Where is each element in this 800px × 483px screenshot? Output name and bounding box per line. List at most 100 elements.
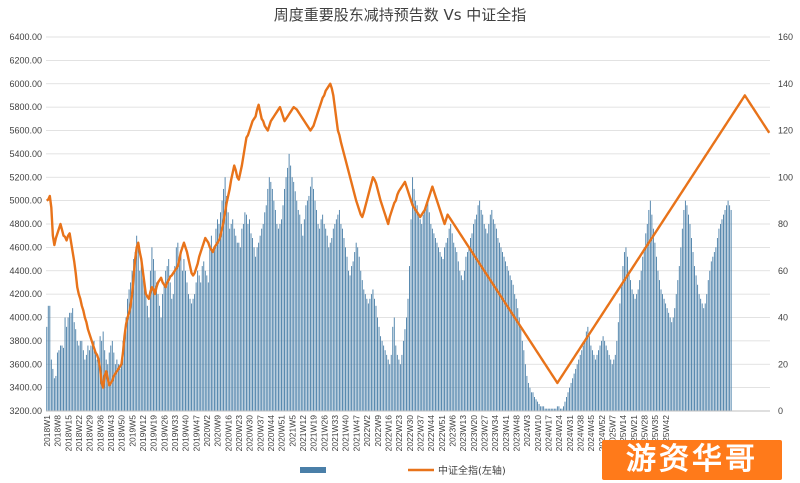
bar	[354, 252, 356, 411]
x-tick-label: 2024W45	[586, 415, 596, 452]
bar	[200, 282, 202, 411]
bar	[224, 177, 226, 411]
bar	[495, 228, 497, 411]
bar	[570, 382, 572, 411]
bar	[466, 252, 468, 411]
bar	[305, 205, 307, 411]
bar	[81, 340, 83, 412]
x-tick-label: 2024W31	[565, 415, 575, 452]
x-tick-label: 2023W48	[512, 415, 522, 452]
bar	[290, 165, 292, 411]
bar	[360, 270, 362, 411]
bar	[287, 167, 289, 411]
bar	[453, 242, 455, 411]
bar	[252, 238, 253, 411]
bar	[218, 224, 220, 411]
bar	[701, 303, 703, 411]
y-left-tick-label: 6000.00	[9, 79, 42, 89]
bar	[407, 298, 409, 411]
x-tick-label: 2018W22	[74, 415, 84, 452]
bar	[634, 298, 636, 411]
bar	[572, 378, 574, 411]
bar	[666, 308, 668, 411]
bar	[380, 336, 382, 411]
bar	[549, 408, 551, 411]
bar	[90, 345, 92, 411]
bar	[369, 298, 371, 411]
bar	[697, 284, 699, 411]
bar	[497, 238, 499, 411]
chart-title: 周度重要股东减持预告数 Vs 中证全指	[274, 6, 527, 24]
x-tick-label: 2025W21	[629, 415, 639, 452]
bar	[535, 399, 537, 411]
x-tick-label: 2020W37	[255, 415, 265, 452]
bar	[596, 354, 598, 411]
bar	[665, 303, 667, 411]
bar	[511, 280, 513, 411]
bar	[316, 209, 317, 411]
y-left-tick-label: 6400.00	[9, 32, 42, 42]
x-tick-label: 2018W15	[63, 415, 73, 452]
bar	[398, 359, 400, 411]
bar	[694, 266, 695, 411]
x-tick-label: 2018W36	[95, 415, 105, 452]
bar	[424, 209, 426, 411]
bar	[514, 294, 516, 412]
y-left-tick-label: 5400.00	[9, 149, 42, 159]
bar	[499, 242, 500, 411]
bar	[357, 247, 359, 412]
bar	[532, 392, 534, 411]
bar	[404, 329, 406, 411]
bar	[151, 247, 153, 412]
bar	[489, 214, 491, 411]
bar	[370, 294, 372, 412]
bar	[573, 373, 575, 411]
bar	[649, 200, 651, 412]
bar	[703, 308, 705, 411]
bar	[262, 224, 264, 411]
bar	[491, 209, 493, 411]
bar	[698, 294, 700, 412]
bar	[227, 212, 229, 411]
bar	[332, 228, 334, 411]
bar	[60, 345, 61, 411]
x-tick-label: 2019W5	[127, 415, 137, 447]
bar	[79, 340, 81, 412]
bar	[492, 219, 494, 411]
bar	[191, 303, 193, 411]
bar	[643, 247, 645, 412]
bar	[584, 340, 586, 412]
bar	[217, 219, 218, 411]
bar	[474, 219, 476, 411]
bar	[447, 238, 449, 411]
bar	[329, 242, 331, 411]
bar	[477, 205, 479, 411]
line-path	[46, 82, 771, 389]
bar	[244, 212, 246, 411]
bar	[69, 312, 71, 411]
bar	[678, 266, 680, 411]
bar	[374, 298, 375, 411]
x-tick-label: 2018W50	[117, 415, 127, 452]
x-tick-label: 2022W23	[394, 415, 404, 452]
x-tick-label: 2025W14	[618, 415, 628, 452]
bar	[517, 308, 519, 411]
legend: 中证全指(左轴)	[300, 464, 506, 477]
bar	[683, 209, 685, 411]
bar	[279, 224, 281, 411]
bar	[534, 396, 535, 412]
bar	[331, 238, 333, 411]
bar	[67, 317, 69, 411]
bar	[462, 280, 464, 411]
bar	[485, 228, 487, 411]
bar	[335, 219, 337, 411]
bar	[515, 298, 517, 411]
bar	[204, 270, 206, 411]
bar	[537, 401, 539, 411]
bar	[56, 352, 58, 411]
bar	[309, 186, 311, 411]
bar	[527, 382, 529, 411]
bar	[712, 256, 714, 412]
bar	[642, 256, 644, 412]
bar	[66, 326, 68, 411]
